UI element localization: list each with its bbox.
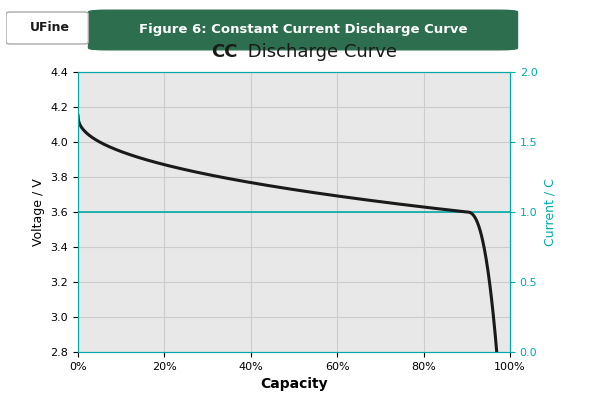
Text: Discharge Curve: Discharge Curve [242, 43, 397, 61]
Text: UFine: UFine [29, 21, 70, 34]
Y-axis label: Voltage / V: Voltage / V [32, 178, 45, 246]
Text: CC: CC [211, 43, 238, 61]
FancyBboxPatch shape [89, 10, 517, 50]
Y-axis label: Current / C: Current / C [543, 178, 556, 246]
Text: Figure 6: Constant Current Discharge Curve: Figure 6: Constant Current Discharge Cur… [139, 24, 467, 36]
FancyBboxPatch shape [6, 12, 88, 44]
X-axis label: Capacity: Capacity [260, 377, 328, 391]
